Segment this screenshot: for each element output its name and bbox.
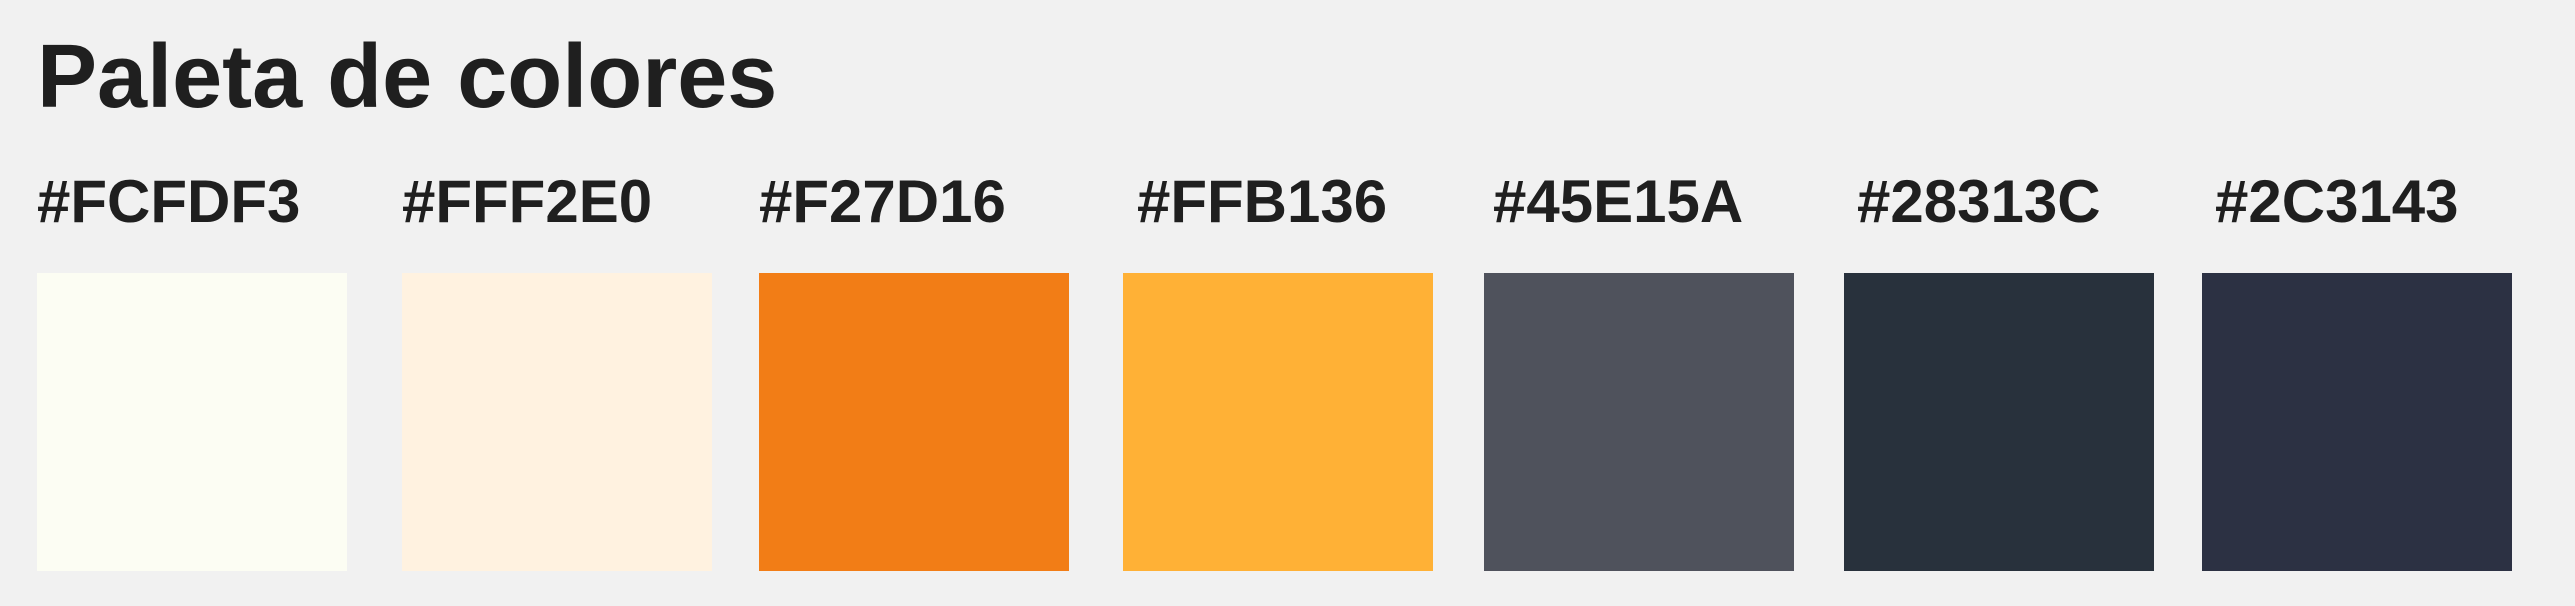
palette-item: #45E15A [1484,0,1794,606]
hex-code-label: #28313C [1857,168,2101,235]
palette-item: #FCFDF3 [37,0,347,606]
palette-item: #F27D16 [759,0,1069,606]
palette-item: #28313C [1844,0,2154,606]
color-swatch [1844,273,2154,571]
hex-code-label: #FFB136 [1137,168,1388,235]
color-swatch [2202,273,2512,571]
hex-code-label: #2C3143 [2215,168,2459,235]
hex-code-label: #FCFDF3 [37,168,301,235]
palette-item: #2C3143 [2202,0,2512,606]
palette-item: #FFB136 [1123,0,1433,606]
color-swatch [37,273,347,571]
palette-item: #FFF2E0 [402,0,712,606]
hex-code-label: #45E15A [1493,168,1744,235]
page-title: Paleta de colores [37,27,778,127]
hex-code-label: #FFF2E0 [402,168,653,235]
color-swatch [402,273,712,571]
color-swatch [1123,273,1433,571]
hex-code-label: #F27D16 [759,168,1006,235]
color-swatch [1484,273,1794,571]
color-swatch [759,273,1069,571]
